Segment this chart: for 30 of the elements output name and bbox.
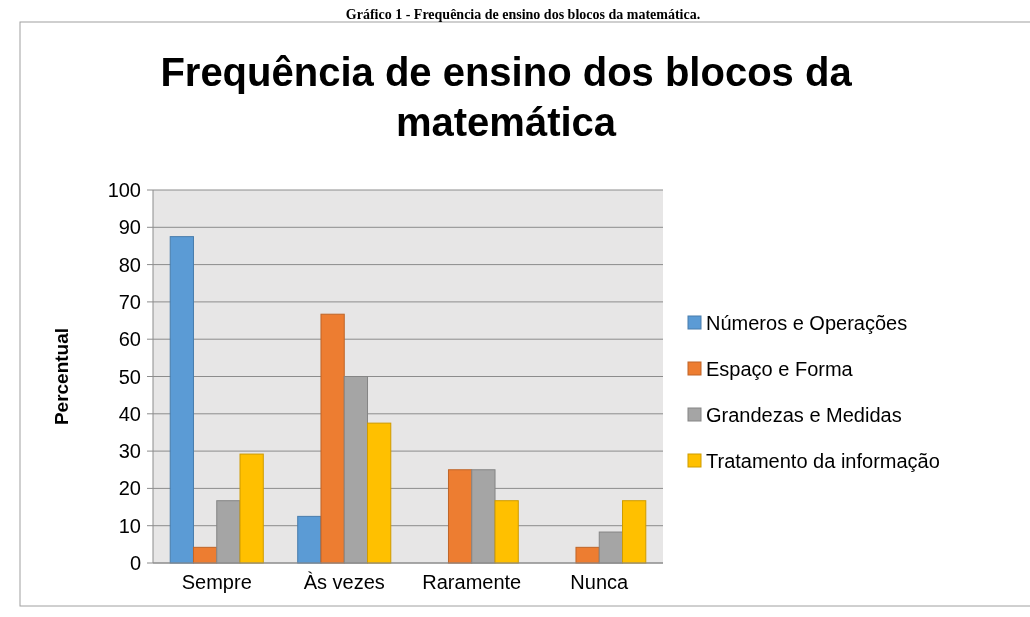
y-tick-label: 70: [118, 290, 141, 313]
x-tick-label: Às vezes: [303, 571, 385, 593]
y-axis-title: Percentual: [51, 327, 72, 426]
y-tick-label: 100: [107, 179, 141, 201]
x-tick-label: Sempre: [181, 571, 252, 593]
y-tick-label: 50: [118, 365, 141, 388]
y-tick-label: 80: [118, 253, 141, 276]
x-tick-label: Raramente: [422, 571, 522, 593]
bar: [447, 469, 473, 564]
text: Gráfico 1 - Frequência de ensino dos blocos da matemática.: [345, 7, 701, 22]
legend-label: Tratamento da informação: [706, 450, 940, 472]
bar: [494, 500, 519, 564]
bar: [297, 515, 322, 564]
y-tick-label: 30: [118, 440, 141, 463]
y-tick-label: 40: [118, 402, 141, 425]
bar: [367, 422, 392, 564]
legend-label: Grandezas e Medidas: [706, 404, 902, 426]
x-tick-label: Nunca: [570, 571, 630, 593]
bar: [320, 313, 345, 564]
y-tick-label: 90: [118, 216, 141, 239]
y-tick-label: 10: [118, 514, 141, 537]
legend-label: Números e Operações: [706, 312, 908, 334]
chart-title: Frequência de ensino dos blocos da matemática: [160, 50, 853, 144]
legend-label: Espaço e Forma: [706, 358, 854, 380]
bar: [169, 236, 194, 564]
y-tick-label: 60: [118, 328, 141, 351]
y-tick-label: 0: [129, 552, 141, 574]
bar: [622, 500, 647, 564]
y-tick-label: 20: [118, 477, 141, 500]
bar: [239, 453, 264, 564]
